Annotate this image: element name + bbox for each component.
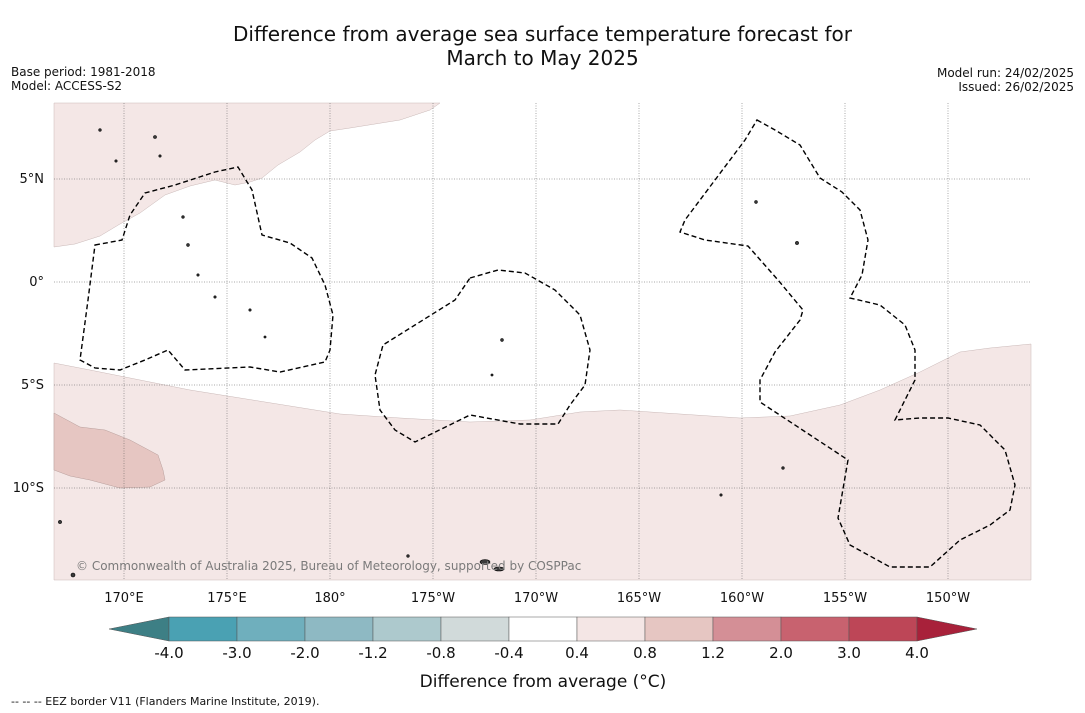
island-marker	[153, 135, 157, 139]
eez-legend-note: -- -- -- EEZ border V11 (Flanders Marine…	[11, 695, 320, 708]
colorbar: -4.0 -3.0 -2.0 -1.2 -0.8 -0.4 0.4 0.8 1.2 2.0 3.0 4…	[108, 616, 978, 692]
colorbar-bin	[236, 616, 306, 642]
island-marker	[213, 295, 217, 299]
island-marker	[500, 338, 504, 342]
eez-line-islands	[679, 119, 1016, 568]
eez-tuvalu-kiribati-west	[79, 166, 334, 373]
colorbar-tick-label: -0.4	[494, 644, 523, 662]
warm-anomaly-southwest-patch	[53, 412, 166, 489]
island-marker	[58, 520, 62, 524]
colorbar-tick-label: 1.2	[701, 644, 725, 662]
colorbar-bin	[372, 616, 442, 642]
island-marker	[781, 466, 785, 470]
longitude-label: 165°W	[617, 591, 661, 606]
colorbar-tick-label: -1.2	[358, 644, 387, 662]
colorbar-tick-label: 4.0	[905, 644, 929, 662]
colorbar-tick-label: -4.0	[154, 644, 183, 662]
island-marker	[186, 243, 190, 247]
warm-anomaly-north	[53, 102, 441, 248]
colorbar-bin	[644, 616, 714, 642]
eez-phoenix-islands	[374, 269, 591, 443]
island-marker	[114, 159, 118, 163]
model-text: Model: ACCESS-S2	[11, 79, 123, 93]
colorbar-bins	[168, 616, 918, 642]
longitude-label: 175°E	[207, 591, 247, 606]
colorbar-title: Difference from average (°C)	[420, 672, 667, 692]
longitude-label: 160°W	[720, 591, 764, 606]
copyright-notice: © Commonwealth of Australia 2025, Bureau…	[76, 559, 581, 573]
eez-borders	[79, 119, 1016, 568]
colorbar-bin	[848, 616, 918, 642]
latitude-label: 0°	[29, 275, 44, 290]
map-panel: © Commonwealth of Australia 2025, Bureau…	[53, 102, 1032, 581]
model-run-text: Model run: 24/02/2025	[936, 66, 1074, 80]
meta-left: Base period: 1981-2018 Model: ACCESS-S2	[11, 65, 156, 93]
longitude-label: 180°	[314, 591, 345, 606]
colorbar-bin	[576, 616, 646, 642]
colorbar-tick-label: 3.0	[837, 644, 861, 662]
title-line-1: Difference from average sea surface temp…	[232, 22, 852, 46]
title-line-2: March to May 2025	[446, 46, 639, 70]
longitude-label: 150°W	[926, 591, 970, 606]
colorbar-bin	[508, 616, 578, 642]
colorbar-under-arrow	[108, 616, 170, 642]
longitude-label: 175°W	[411, 591, 455, 606]
warm-anomaly-south	[53, 343, 1032, 581]
colorbar-bin	[440, 616, 510, 642]
island-marker	[795, 241, 799, 245]
island-marker	[754, 200, 758, 204]
colorbar-bin	[712, 616, 782, 642]
island-marker	[196, 273, 200, 277]
longitude-label: 170°E	[104, 591, 144, 606]
colorbar-bin	[168, 616, 238, 642]
island-marker	[493, 566, 505, 572]
island-marker	[248, 308, 252, 312]
island-marker	[719, 493, 723, 497]
gridlines	[54, 103, 1031, 580]
latitude-labels: 5°N 0° 5°S 10°S	[13, 172, 44, 496]
colorbar-tick-label: -0.8	[426, 644, 455, 662]
island-marker	[70, 572, 76, 578]
longitude-label: 155°W	[823, 591, 867, 606]
colorbar-tick-label: -2.0	[290, 644, 319, 662]
islands	[58, 128, 799, 578]
base-period-text: Base period: 1981-2018	[11, 65, 156, 79]
island-marker	[479, 559, 491, 565]
longitude-label: 170°W	[514, 591, 558, 606]
latitude-label: 5°N	[20, 172, 45, 187]
island-marker	[263, 335, 267, 339]
colorbar-tick-label: 0.4	[565, 644, 589, 662]
island-marker	[98, 128, 102, 132]
colorbar-tick-label: -3.0	[222, 644, 251, 662]
colorbar-over-arrow	[916, 616, 978, 642]
colorbar-ticks: -4.0 -3.0 -2.0 -1.2 -0.8 -0.4 0.4 0.8 1.2 2.0 3.0 4…	[154, 644, 929, 662]
colorbar-tick-label: 0.8	[633, 644, 657, 662]
island-marker	[406, 554, 410, 558]
latitude-label: 5°S	[21, 378, 44, 393]
island-marker	[181, 215, 185, 219]
colorbar-bin	[304, 616, 374, 642]
island-marker	[158, 154, 162, 158]
colorbar-tick-label: 2.0	[769, 644, 793, 662]
meta-right: Model run: 24/02/2025 Issued: 26/02/2025	[937, 66, 1074, 94]
latitude-label: 10°S	[13, 481, 44, 496]
map-title: Difference from average sea surface temp…	[0, 22, 1085, 70]
issued-text: Issued: 26/02/2025	[958, 80, 1074, 94]
longitude-labels: 170°E 175°E 180° 175°W 170°W 165°W 160°W 155°W 1…	[104, 591, 970, 606]
island-marker	[490, 373, 494, 377]
colorbar-bin	[780, 616, 850, 642]
